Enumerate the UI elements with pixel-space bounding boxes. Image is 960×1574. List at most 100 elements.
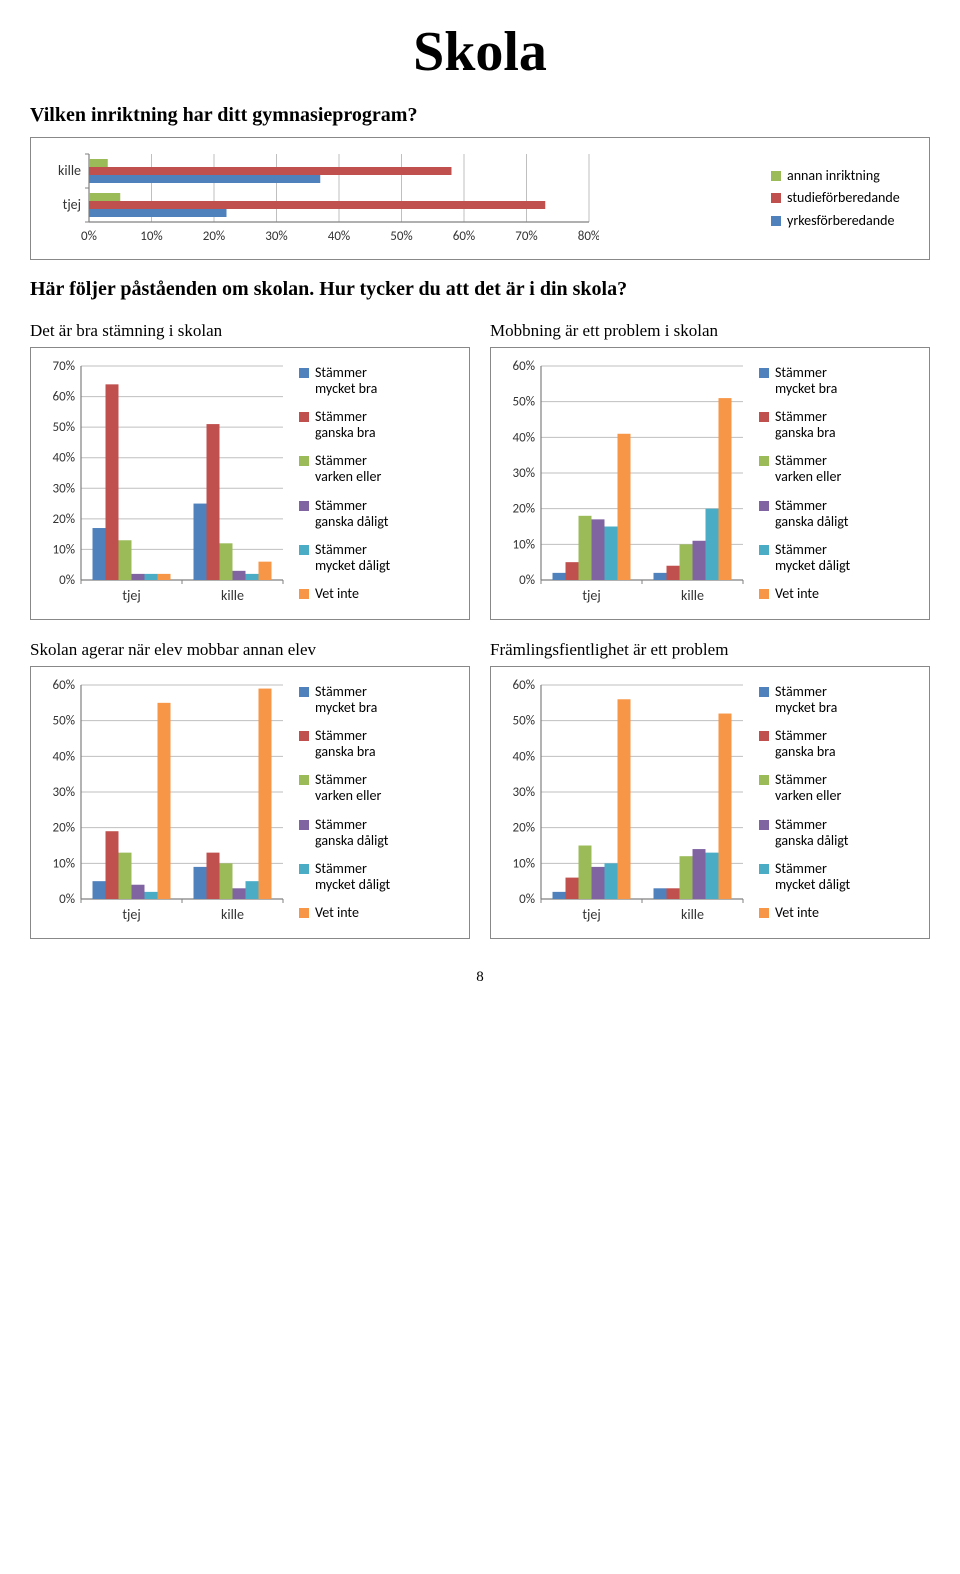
svg-text:40%: 40% bbox=[328, 229, 350, 244]
legend-label: Stämmermycket bra bbox=[775, 365, 837, 397]
legend-swatch bbox=[759, 864, 769, 874]
legend-swatch bbox=[759, 775, 769, 785]
legend-item: Stämmermycket bra bbox=[759, 365, 909, 397]
svg-text:80%: 80% bbox=[578, 229, 599, 244]
legend-label: Vet inte bbox=[315, 586, 359, 602]
vcharts-grid: Det är bra stämning i skolan0%10%20%30%4… bbox=[30, 311, 930, 939]
legend-label: Stämmermycket bra bbox=[775, 684, 837, 716]
vchart-cell: Skolan agerar när elev mobbar annan elev… bbox=[30, 630, 470, 939]
legend-label: Stämmermycket dåligt bbox=[315, 542, 390, 574]
legend-swatch bbox=[299, 545, 309, 555]
svg-text:kille: kille bbox=[221, 587, 244, 604]
svg-text:60%: 60% bbox=[453, 229, 475, 244]
vchart-legend: Stämmermycket bra Stämmerganska bra Stämme… bbox=[299, 675, 449, 930]
svg-text:tjej: tjej bbox=[63, 196, 81, 213]
legend-item: annan inriktning bbox=[771, 168, 921, 184]
legend-label: Stämmerganska dåligt bbox=[775, 817, 848, 849]
svg-text:60%: 60% bbox=[513, 359, 535, 374]
svg-text:20%: 20% bbox=[53, 512, 75, 527]
legend-item: Stämmerganska dåligt bbox=[299, 498, 449, 530]
legend-item: Vet inte bbox=[759, 905, 909, 921]
svg-text:10%: 10% bbox=[513, 856, 535, 871]
vchart-legend: Stämmermycket bra Stämmerganska bra Stämme… bbox=[299, 356, 449, 611]
legend-item: Stämmerganska dåligt bbox=[759, 498, 909, 530]
legend-label: Stämmerganska bra bbox=[315, 728, 376, 760]
vchart-legend: Stämmermycket bra Stämmerganska bra Stämme… bbox=[759, 356, 909, 611]
vchart-title: Mobbning är ett problem i skolan bbox=[490, 321, 930, 341]
svg-text:20%: 20% bbox=[203, 229, 225, 244]
svg-text:20%: 20% bbox=[53, 821, 75, 836]
svg-text:30%: 30% bbox=[53, 785, 75, 800]
svg-text:40%: 40% bbox=[513, 430, 535, 445]
svg-text:40%: 40% bbox=[53, 749, 75, 764]
legend-item: Stämmermycket bra bbox=[299, 684, 449, 716]
svg-text:0%: 0% bbox=[519, 573, 535, 588]
legend-label: Stämmermycket bra bbox=[315, 684, 377, 716]
svg-text:10%: 10% bbox=[140, 229, 162, 244]
svg-text:tjej: tjej bbox=[122, 587, 140, 604]
legend-item: yrkesförberedande bbox=[771, 213, 921, 229]
svg-text:30%: 30% bbox=[53, 481, 75, 496]
legend-swatch bbox=[299, 864, 309, 874]
legend-swatch bbox=[299, 589, 309, 599]
legend-item: Stämmermycket bra bbox=[759, 684, 909, 716]
legend-swatch bbox=[299, 412, 309, 422]
legend-item: Stämmerganska bra bbox=[299, 409, 449, 441]
vchart-title: Skolan agerar när elev mobbar annan elev bbox=[30, 640, 470, 660]
legend-item: Stämmerganska bra bbox=[759, 409, 909, 441]
svg-text:50%: 50% bbox=[390, 229, 412, 244]
svg-text:0%: 0% bbox=[59, 573, 75, 588]
legend-swatch bbox=[299, 820, 309, 830]
svg-text:0%: 0% bbox=[519, 892, 535, 907]
svg-text:tjej: tjej bbox=[122, 906, 140, 923]
legend-item: Stämmermycket bra bbox=[299, 365, 449, 397]
legend-label: Vet inte bbox=[775, 905, 819, 921]
vchart-plot: 0%10%20%30%40%50%60%70%tjejkille bbox=[39, 356, 289, 611]
legend-label: Vet inte bbox=[775, 586, 819, 602]
legend-label: Stämmervarken eller bbox=[775, 772, 841, 804]
svg-text:50%: 50% bbox=[53, 714, 75, 729]
vchart-plot: 0%10%20%30%40%50%60%tjejkille bbox=[499, 675, 749, 930]
svg-text:20%: 20% bbox=[513, 502, 535, 517]
svg-text:kille: kille bbox=[221, 906, 244, 923]
svg-text:50%: 50% bbox=[513, 714, 535, 729]
legend-label: Stämmerganska dåligt bbox=[315, 498, 388, 530]
legend-swatch bbox=[771, 171, 781, 181]
vchart-box: 0%10%20%30%40%50%60%tjejkilleStämmermyck… bbox=[30, 666, 470, 939]
legend-item: Stämmervarken eller bbox=[299, 453, 449, 485]
legend-swatch bbox=[299, 501, 309, 511]
legend-label: Stämmerganska dåligt bbox=[315, 817, 388, 849]
legend-swatch bbox=[299, 775, 309, 785]
legend-item: Vet inte bbox=[759, 586, 909, 602]
legend-label: Stämmervarken eller bbox=[775, 453, 841, 485]
vchart-box: 0%10%20%30%40%50%60%70%tjejkilleStämmerm… bbox=[30, 347, 470, 620]
svg-text:kille: kille bbox=[58, 162, 81, 179]
legend-swatch bbox=[771, 216, 781, 226]
svg-text:30%: 30% bbox=[265, 229, 287, 244]
vchart-cell: Främlingsfientlighet är ett problem0%10%… bbox=[490, 630, 930, 939]
vchart-cell: Det är bra stämning i skolan0%10%20%30%4… bbox=[30, 311, 470, 620]
svg-text:60%: 60% bbox=[513, 678, 535, 693]
svg-text:10%: 10% bbox=[513, 537, 535, 552]
legend-label: Stämmerganska bra bbox=[315, 409, 376, 441]
svg-text:70%: 70% bbox=[515, 229, 537, 244]
legend-swatch bbox=[771, 193, 781, 203]
svg-text:kille: kille bbox=[681, 906, 704, 923]
svg-text:20%: 20% bbox=[513, 821, 535, 836]
svg-text:tjej: tjej bbox=[582, 587, 600, 604]
legend-label: Stämmermycket bra bbox=[315, 365, 377, 397]
svg-text:10%: 10% bbox=[53, 542, 75, 557]
vchart-legend: Stämmermycket braStämmerganska braStämme… bbox=[759, 675, 909, 930]
vchart-cell: Mobbning är ett problem i skolan 0% 10% 20%… bbox=[490, 311, 930, 620]
legend-swatch bbox=[299, 368, 309, 378]
legend-item: Stämmermycket dåligt bbox=[759, 542, 909, 574]
legend-swatch bbox=[759, 545, 769, 555]
svg-text:50%: 50% bbox=[53, 420, 75, 435]
legend-swatch bbox=[299, 687, 309, 697]
page-title: Skola bbox=[30, 20, 930, 84]
legend-item: Stämmervarken eller bbox=[299, 772, 449, 804]
legend-item: studieförberedande bbox=[771, 190, 921, 206]
legend-swatch bbox=[759, 731, 769, 741]
legend-label: Stämmermycket dåligt bbox=[315, 861, 390, 893]
legend-label: Stämmerganska dåligt bbox=[775, 498, 848, 530]
